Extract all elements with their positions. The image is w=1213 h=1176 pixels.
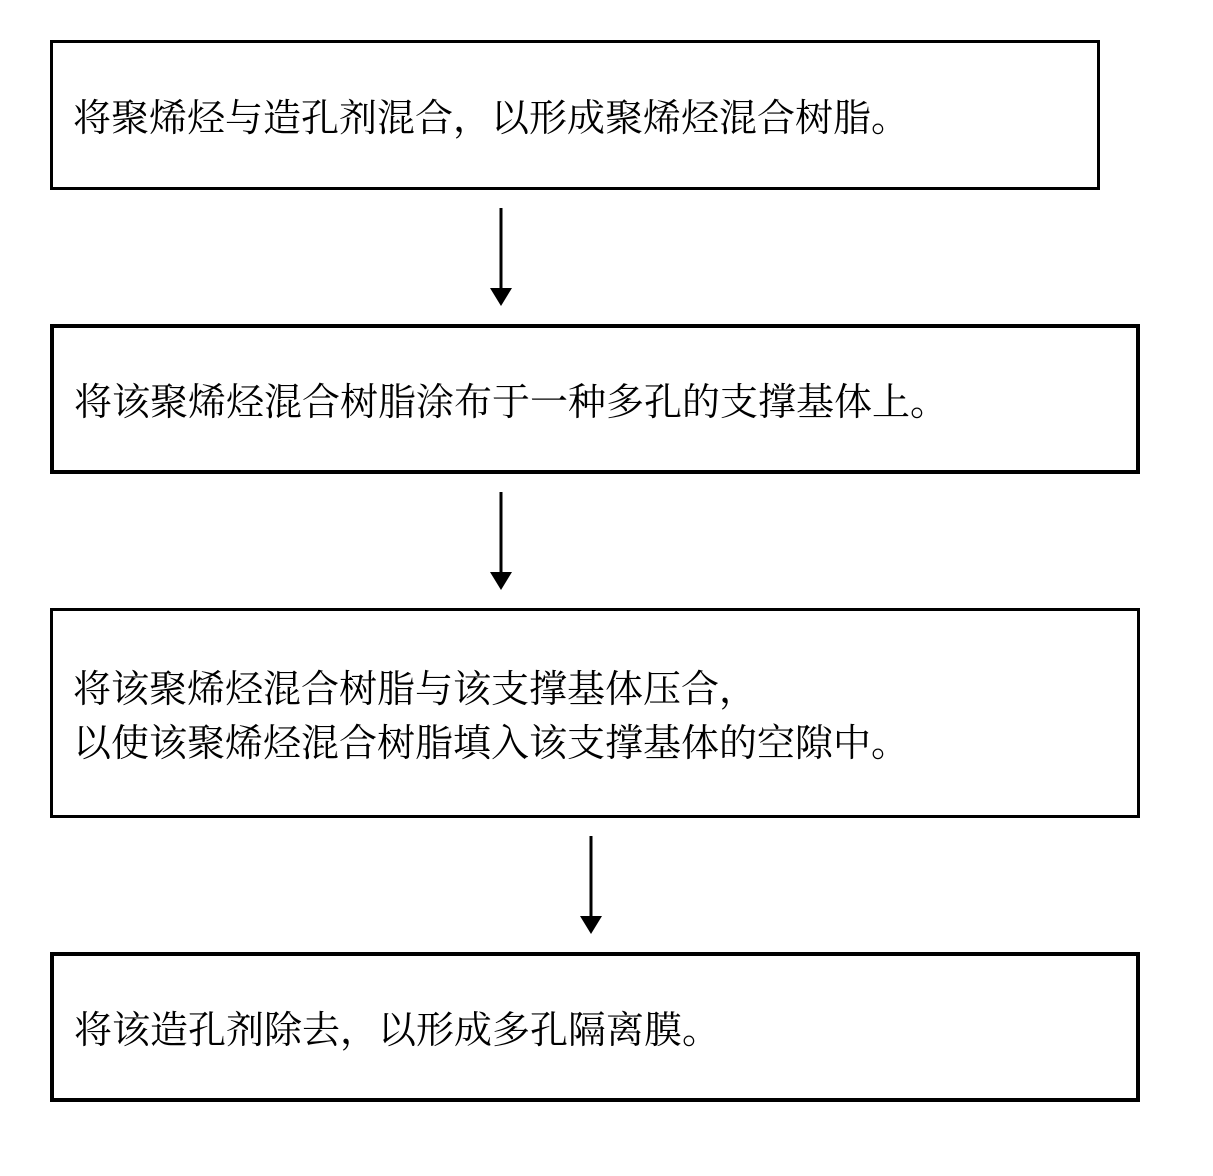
flow-arrow — [580, 836, 602, 934]
flow-step-text: 将该聚烯烃混合树脂与该支撑基体压合， 以使该聚烯烃混合树脂填入该支撑基体的空隙中… — [73, 659, 909, 767]
flow-arrow — [490, 492, 512, 590]
flow-step-text: 将聚烯烃与造孔剂混合，以形成聚烯烃混合树脂。 — [73, 88, 909, 142]
flow-step-text: 将该造孔剂除去，以形成多孔隔离膜。 — [74, 1000, 720, 1054]
flow-step-1: 将聚烯烃与造孔剂混合，以形成聚烯烃混合树脂。 — [50, 40, 1100, 190]
flow-step-3: 将该聚烯烃混合树脂与该支撑基体压合， 以使该聚烯烃混合树脂填入该支撑基体的空隙中… — [50, 608, 1140, 818]
flow-step-2: 将该聚烯烃混合树脂涂布于一种多孔的支撑基体上。 — [50, 324, 1140, 474]
flow-step-4: 将该造孔剂除去，以形成多孔隔离膜。 — [50, 952, 1140, 1102]
flow-arrow — [490, 208, 512, 306]
flow-step-text: 将该聚烯烃混合树脂涂布于一种多孔的支撑基体上。 — [74, 372, 948, 426]
flowchart: 将聚烯烃与造孔剂混合，以形成聚烯烃混合树脂。将该聚烯烃混合树脂涂布于一种多孔的支… — [50, 40, 1150, 1102]
